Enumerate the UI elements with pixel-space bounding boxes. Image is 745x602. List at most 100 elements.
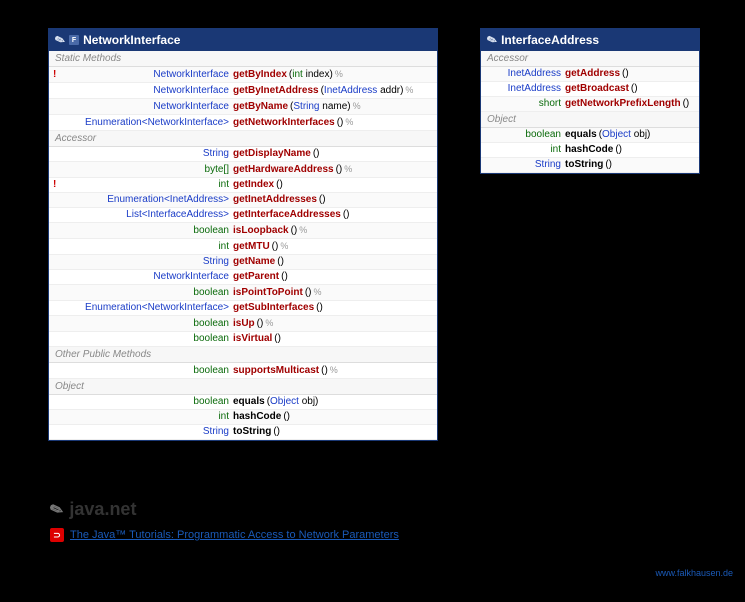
package-title: ✎ java.net (50, 499, 399, 520)
marker: ! (53, 68, 63, 82)
return-type: boolean (63, 224, 233, 238)
method-name: toString (565, 158, 605, 172)
return-type: String (495, 158, 565, 172)
method-row: byte[]getHardwareAddress()% (49, 162, 437, 178)
method-name: getHardwareAddress (233, 163, 336, 177)
method-name: getName (233, 255, 277, 269)
method-row: InetAddressgetBroadcast() (481, 82, 699, 97)
return-type: NetworkInterface (63, 84, 233, 98)
method-params: (Object obj) (267, 395, 319, 409)
return-type: short (495, 97, 565, 111)
method-params: () (276, 178, 283, 192)
method-row: StringgetName() (49, 255, 437, 270)
class-title: NetworkInterface (83, 33, 180, 47)
final-badge: F (69, 35, 79, 45)
method-params: () (336, 163, 343, 177)
method-params: () (316, 301, 323, 315)
return-type: List<InterfaceAddress> (63, 208, 233, 222)
method-name: toString (233, 425, 273, 439)
marker: ! (53, 178, 63, 192)
method-row: NetworkInterfacegetByName(String name)% (49, 99, 437, 115)
return-type: String (63, 147, 233, 161)
method-row: StringtoString() (49, 425, 437, 440)
method-params: () (313, 147, 320, 161)
method-name: supportsMulticast (233, 364, 321, 378)
return-type: NetworkInterface (63, 270, 233, 284)
method-row: booleanisPointToPoint()% (49, 285, 437, 301)
method-params: (String name) (290, 100, 351, 114)
method-name: equals (233, 395, 267, 409)
throws-icon: % (405, 83, 413, 97)
method-name: equals (565, 128, 599, 142)
method-row: !NetworkInterfacegetByIndex(int index)% (49, 67, 437, 83)
method-row: NetworkInterfacegetByInetAddress(InetAdd… (49, 83, 437, 99)
class-icon: ✎ (485, 32, 499, 49)
throws-icon: % (330, 363, 338, 377)
section-label: Accessor (49, 131, 437, 147)
return-type: byte[] (63, 163, 233, 177)
method-name: getByIndex (233, 68, 289, 82)
method-name: isUp (233, 317, 257, 331)
method-row: booleanequals(Object obj) (49, 395, 437, 410)
return-type: String (63, 255, 233, 269)
throws-icon: % (344, 162, 352, 176)
return-type: boolean (495, 128, 565, 142)
method-name: getByInetAddress (233, 84, 321, 98)
return-type: boolean (63, 395, 233, 409)
method-params: () (337, 116, 344, 130)
method-name: getInterfaceAddresses (233, 208, 343, 222)
return-type: int (63, 240, 233, 254)
return-type: NetworkInterface (63, 68, 233, 82)
section-label: Accessor (481, 51, 699, 67)
return-type: String (63, 425, 233, 439)
method-row: List<InterfaceAddress>getInterfaceAddres… (49, 208, 437, 223)
method-params: () (305, 286, 312, 300)
method-name: getIndex (233, 178, 276, 192)
method-row: InetAddressgetAddress() (481, 67, 699, 82)
method-row: !intgetIndex() (49, 178, 437, 193)
method-params: (InetAddress addr) (321, 84, 404, 98)
method-row: StringgetDisplayName() (49, 147, 437, 162)
method-row: StringtoString() (481, 158, 699, 173)
method-row: booleanisLoopback()% (49, 223, 437, 239)
method-name: isLoopback (233, 224, 291, 238)
method-params: (Object obj) (599, 128, 651, 142)
return-type: boolean (63, 332, 233, 346)
method-row: shortgetNetworkPrefixLength() (481, 97, 699, 112)
return-type: int (495, 143, 565, 157)
method-name: getAddress (565, 67, 622, 81)
method-params: () (281, 270, 288, 284)
return-type: InetAddress (495, 82, 565, 96)
method-name: getByName (233, 100, 290, 114)
return-type: boolean (63, 286, 233, 300)
method-params: () (683, 97, 690, 111)
method-name: hashCode (565, 143, 615, 157)
method-params: () (321, 364, 328, 378)
credit-link[interactable]: www.falkhausen.de (655, 568, 733, 578)
package-icon: ✎ (47, 498, 66, 521)
method-params: () (274, 332, 281, 346)
method-row: booleanisUp()% (49, 316, 437, 332)
method-params: () (605, 158, 612, 172)
method-name: getNetworkInterfaces (233, 116, 337, 130)
return-type: Enumeration<NetworkInterface> (63, 301, 233, 315)
return-type: NetworkInterface (63, 100, 233, 114)
method-params: () (615, 143, 622, 157)
method-params: () (272, 240, 279, 254)
method-name: getParent (233, 270, 281, 284)
method-params: () (283, 410, 290, 424)
tutorial-link[interactable]: The Java™ Tutorials: Programmatic Access… (70, 529, 399, 541)
return-type: int (63, 410, 233, 424)
method-row: booleanequals(Object obj) (481, 128, 699, 143)
throws-icon: % (265, 316, 273, 330)
method-params: () (343, 208, 350, 222)
return-type: Enumeration<NetworkInterface> (63, 116, 233, 130)
method-params: () (622, 67, 629, 81)
method-row: NetworkInterfacegetParent() (49, 270, 437, 285)
method-row: booleansupportsMulticast()% (49, 363, 437, 379)
return-type: InetAddress (495, 67, 565, 81)
method-name: getNetworkPrefixLength (565, 97, 683, 111)
method-name: getMTU (233, 240, 272, 254)
method-params: (int index) (289, 68, 333, 82)
method-params: () (257, 317, 264, 331)
